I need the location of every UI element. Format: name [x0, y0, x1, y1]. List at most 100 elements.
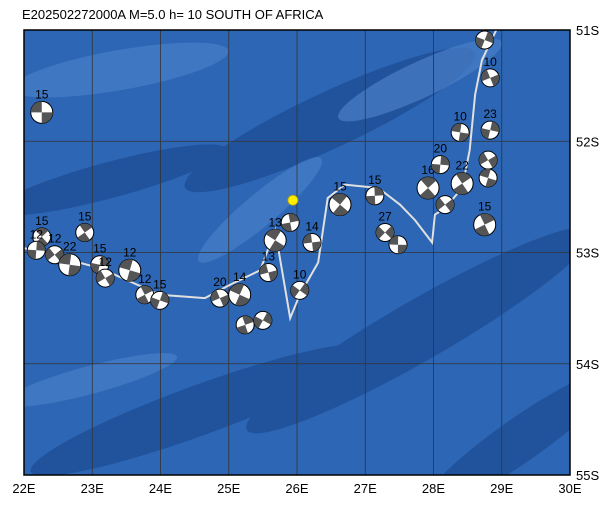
focal-mechanism	[135, 285, 155, 305]
beachball-quadrant	[331, 193, 349, 216]
beachball-quadrant	[229, 283, 250, 306]
depth-label: 13	[268, 215, 282, 229]
focal-mechanism	[430, 155, 450, 175]
focal-mechanism	[435, 195, 455, 215]
focal-mechanism	[95, 268, 115, 288]
beachball-quadrant	[481, 69, 500, 87]
depth-label: 15	[35, 214, 49, 228]
focal-mechanism	[388, 235, 408, 255]
beachball-quadrant	[453, 172, 472, 195]
beachball-quadrant	[365, 186, 384, 205]
depth-label: 12	[48, 232, 62, 246]
map-title: E202502272000A M=5.0 h= 10 SOUTH OF AFRI…	[22, 7, 324, 22]
beachball-quadrant	[96, 270, 115, 286]
focal-mechanism	[478, 150, 498, 170]
focal-mechanism	[375, 222, 395, 242]
beachball-quadrant	[479, 168, 497, 187]
focal-mechanism	[75, 222, 95, 242]
beachball-quadrant	[259, 263, 278, 282]
depth-label: 15	[478, 200, 492, 214]
focal-mechanism	[290, 280, 310, 300]
depth-label: 15	[35, 87, 49, 101]
y-tick-label: 54S	[576, 357, 599, 372]
focal-mechanism	[235, 315, 255, 335]
depth-label: 27	[378, 209, 392, 223]
depth-label: 12	[478, 17, 492, 31]
x-tick-label: 25E	[217, 481, 240, 496]
focal-mechanism	[26, 240, 46, 260]
beachball-quadrant	[90, 255, 109, 274]
x-tick-label: 29E	[490, 481, 513, 496]
beachball-quadrant	[481, 121, 500, 139]
focal-mechanism	[365, 186, 385, 206]
focal-mechanism	[328, 193, 352, 217]
depth-label: 12	[99, 255, 113, 269]
y-tick-label: 53S	[576, 246, 599, 261]
focal-mechanism	[258, 263, 278, 283]
depth-label: 10	[453, 109, 467, 123]
depth-label: 13	[262, 250, 276, 264]
focal-mechanism	[150, 290, 170, 310]
depth-label: 10	[483, 55, 497, 69]
beachball-quadrant	[474, 213, 495, 236]
focal-mechanism	[475, 30, 495, 50]
y-tick-label: 51S	[576, 23, 599, 38]
depth-label: 20	[213, 275, 227, 289]
beachball-quadrant	[389, 235, 408, 254]
beachball-quadrant	[119, 259, 141, 282]
depth-label: 12	[30, 227, 44, 241]
depth-label: 15	[333, 180, 347, 194]
depth-label: 10	[293, 267, 307, 281]
x-tick-label: 28E	[422, 481, 445, 496]
beachball-quadrant	[290, 283, 309, 298]
beachball-quadrant	[253, 312, 272, 329]
focal-mechanism	[478, 168, 498, 188]
x-tick-label: 22E	[12, 481, 35, 496]
y-tick-label: 52S	[576, 134, 599, 149]
y-tick-label: 55S	[576, 468, 599, 483]
depth-label: 23	[483, 107, 497, 121]
beachball-quadrant	[475, 31, 494, 49]
beachball-quadrant	[150, 291, 169, 309]
beachball-quadrant	[210, 289, 229, 307]
beachball-quadrant	[265, 229, 285, 252]
depth-label: 22	[63, 240, 77, 254]
depth-label: 15	[153, 277, 167, 291]
focal-mechanism	[480, 120, 500, 140]
focal-mechanism	[302, 232, 322, 252]
beachball-quadrant	[376, 226, 395, 239]
beachball-quadrant	[451, 123, 470, 142]
depth-label: 14	[305, 219, 319, 233]
x-tick-label: 26E	[285, 481, 308, 496]
focal-mechanism	[118, 258, 142, 282]
depth-label: 15	[78, 209, 92, 223]
depth-label: 14	[233, 270, 247, 284]
focal-mechanism	[280, 212, 300, 232]
beachball-quadrant	[436, 197, 455, 212]
depth-label: 12	[138, 272, 152, 286]
focal-mechanism	[416, 176, 440, 200]
x-tick-label: 23E	[81, 481, 104, 496]
beachball-quadrant	[303, 233, 321, 252]
beachball-quadrant	[77, 223, 93, 242]
focal-mechanism	[263, 228, 287, 252]
focal-mechanism	[480, 68, 500, 88]
depth-label: 22	[455, 159, 469, 173]
beachball-quadrant	[419, 176, 437, 199]
beachball-quadrant	[58, 253, 81, 276]
x-tick-label: 27E	[354, 481, 377, 496]
depth-label: 15	[368, 173, 382, 187]
focal-mechanism	[30, 100, 54, 124]
beachball-quadrant	[136, 285, 153, 304]
plot-frame	[23, 29, 571, 476]
beachball-quadrant	[27, 241, 46, 260]
x-tick-label: 24E	[149, 481, 172, 496]
depth-label: 15	[93, 242, 107, 256]
focal-mechanism	[58, 253, 82, 277]
x-tick-label: 30E	[558, 481, 581, 496]
beachball-quadrant	[45, 247, 64, 262]
focal-mechanism	[473, 213, 497, 237]
beachball-quadrant	[479, 152, 498, 168]
